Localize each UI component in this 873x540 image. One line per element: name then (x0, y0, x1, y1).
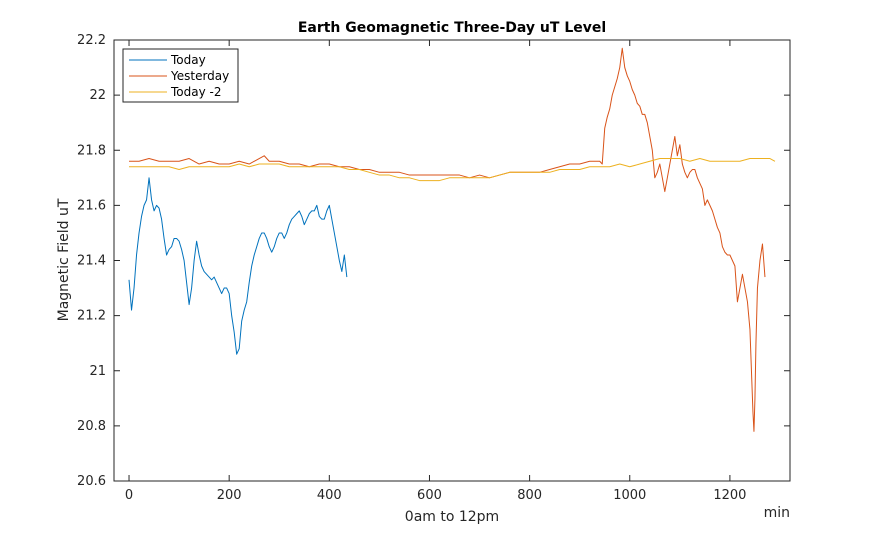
x-tick-label: 400 (317, 488, 342, 503)
y-tick-label: 22.2 (77, 33, 106, 48)
legend: Today Yesterday Today -2 (122, 48, 239, 103)
y-tick-label: 22 (89, 88, 106, 103)
legend-label-today-minus-2: Today -2 (170, 85, 221, 99)
y-tick-label: 20.6 (77, 474, 106, 489)
legend-label-yesterday: Yesterday (170, 69, 229, 83)
y-tick-label: 21 (89, 364, 106, 379)
x-axis-label: 0am to 12pm (405, 509, 499, 525)
x-tick-label: 600 (417, 488, 442, 503)
series-line-yesterday (129, 47, 766, 432)
y-tick-label: 21.6 (77, 198, 106, 213)
y-axis-label: Magnetic Field uT (56, 198, 72, 321)
y-tick-label: 21.4 (77, 254, 106, 269)
x-tick-label: 800 (517, 488, 542, 503)
y-tick-label: 21.8 (77, 143, 106, 158)
plot-background (114, 40, 790, 481)
legend-label-today: Today (170, 53, 206, 67)
x-tick-label: 0 (125, 488, 133, 503)
x-tick-label: 1200 (713, 488, 746, 503)
series-line-today (128, 177, 348, 355)
x-axis-unit: min (764, 505, 790, 521)
series-layer (128, 47, 776, 432)
y-tick-label: 20.8 (77, 419, 106, 434)
series-line-today-2 (129, 158, 776, 182)
y-tick-label: 21.2 (77, 309, 106, 324)
legend-box (122, 48, 239, 103)
y-axis-ticks: 20.6 20.8 21 21.2 21.4 21.6 21.8 22 22.2 (77, 33, 790, 489)
chart-title: Earth Geomagnetic Three-Day uT Level (298, 20, 606, 36)
x-tick-label: 1000 (613, 488, 646, 503)
x-axis-ticks: 0 200 400 600 800 1000 1200 (125, 40, 746, 503)
x-tick-label: 200 (217, 488, 242, 503)
